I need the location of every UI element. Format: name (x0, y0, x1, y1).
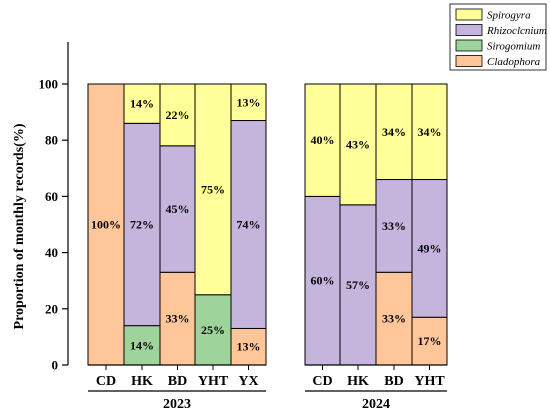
legend-swatch-sirogomium (455, 39, 483, 52)
bar-data-label: 57% (346, 278, 370, 292)
bar-data-label: 25% (201, 323, 225, 337)
legend-label: Sirogomium (487, 41, 540, 53)
y-tick-label: 80 (45, 133, 58, 148)
legend-swatch-spirogyra (455, 8, 483, 21)
bar-data-label: 33% (166, 312, 190, 326)
bar-data-label: 49% (418, 241, 442, 255)
legend-swatch-rhizoclcnium (455, 24, 483, 36)
bar-data-label: 72% (130, 218, 154, 232)
bar-data-label: 14% (130, 97, 154, 111)
legend-label: Cladophora (487, 56, 541, 68)
bar-data-label: 33% (382, 312, 406, 326)
legend-label: Rhizoclcnium (486, 25, 547, 37)
year-group-label: 2023 (163, 397, 191, 411)
bar-data-label: 34% (382, 125, 406, 139)
bar-data-label: 13% (237, 340, 261, 354)
bar-data-label: 60% (311, 274, 335, 288)
x-category-label: HK (131, 374, 153, 389)
bar-segment-spirogyra (230, 83, 267, 122)
bar-segment-spirogyra (411, 83, 448, 181)
bar-segment-rhizoclcnium (411, 179, 448, 318)
bar-data-label: 33% (382, 219, 406, 233)
x-category-label: YHT (198, 374, 229, 389)
bar-segment-cladophora (230, 327, 267, 366)
bar-data-label: 43% (346, 137, 370, 151)
bar-data-label: 17% (418, 334, 442, 348)
x-category-label: BD (168, 374, 187, 389)
bar-segment-spirogyra (194, 83, 232, 296)
x-category-label: YX (238, 374, 258, 389)
bar-data-label: 22% (166, 108, 190, 122)
bar-data-label: 13% (237, 95, 261, 109)
bar-segment-rhizoclcnium (230, 120, 267, 329)
bar-data-label: 34% (418, 125, 442, 139)
bar-data-label: 100% (91, 218, 121, 232)
y-tick-label: 40 (45, 245, 58, 260)
bar-data-label: 75% (201, 182, 225, 196)
year-group-label: 2024 (362, 397, 390, 411)
y-tick-label: 60 (45, 189, 58, 204)
x-category-label: BD (384, 374, 403, 389)
x-category-label: YHT (414, 374, 445, 389)
bar-segment-rhizoclcnium (339, 204, 377, 366)
bar-data-label: 45% (166, 202, 190, 216)
legend-swatch-cladophora (455, 55, 483, 67)
bar-data-label: 40% (311, 133, 335, 147)
bar-data-label: 14% (130, 338, 154, 352)
x-category-label: HK (347, 374, 369, 389)
bar-segment-rhizoclcnium (159, 145, 196, 273)
bar-data-label: 74% (237, 218, 261, 232)
bar-segment-spirogyra (159, 83, 196, 147)
y-tick-label: 0 (52, 358, 59, 373)
bar-segment-spirogyra (375, 83, 413, 181)
y-axis-title: Proportion of monthly records(%) (12, 123, 27, 329)
y-tick-label: 20 (45, 301, 58, 316)
legend-label: Spirogyra (487, 10, 531, 22)
bar-segment-spirogyra (304, 83, 341, 197)
x-category-label: CD (96, 374, 116, 389)
y-tick-label: 100 (39, 77, 59, 92)
x-category-label: CD (312, 374, 332, 389)
